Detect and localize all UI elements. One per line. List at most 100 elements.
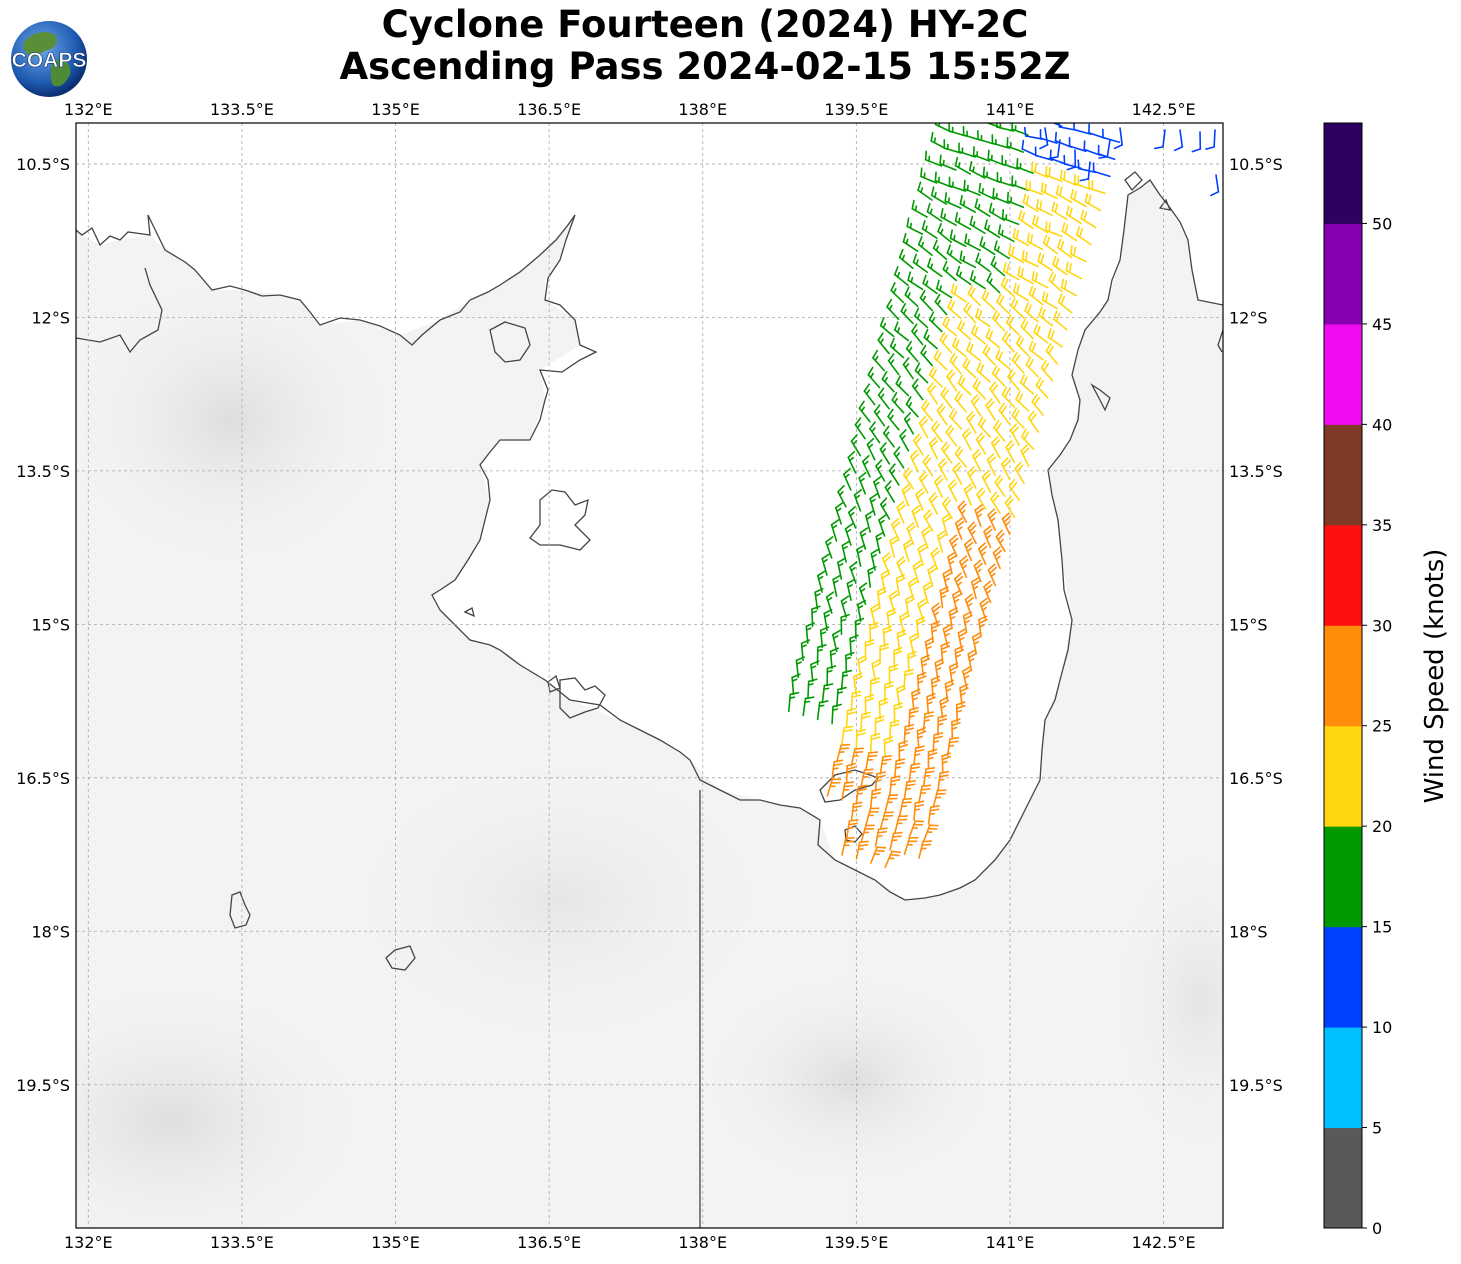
lon-labels-bottom: 132°E 133.5°E 135°E 136.5°E 138°E 139.5°E 141°…	[64, 1233, 1196, 1252]
wind-barb	[854, 417, 866, 440]
wind-barb	[1001, 209, 1020, 226]
wind-barb	[893, 758, 906, 779]
wind-barb	[893, 446, 905, 469]
wind-barb	[986, 453, 996, 476]
wind-barb	[918, 840, 933, 859]
lon-label-bottom: 142.5°E	[1132, 1233, 1196, 1252]
lon-label-top: 138°E	[678, 100, 727, 119]
wind-barb	[873, 404, 886, 427]
wind-barb	[874, 771, 886, 792]
wind-barb	[1036, 198, 1054, 217]
wind-barb	[993, 419, 1006, 442]
wind-barb	[899, 429, 910, 452]
wind-barb	[1000, 276, 1015, 298]
wind-barb	[860, 711, 871, 733]
wind-barb	[1055, 184, 1073, 204]
wind-barb	[974, 198, 991, 218]
wind-barb	[957, 500, 968, 523]
wind-barb	[959, 194, 977, 213]
wind-barb	[814, 587, 824, 610]
wind-barb	[1020, 318, 1035, 340]
wind-barb	[940, 641, 951, 664]
wind-barb	[891, 518, 901, 541]
wind-barb	[975, 308, 991, 328]
wind-barb	[975, 432, 987, 455]
wind-barb	[906, 217, 924, 235]
wind-barb	[1031, 394, 1044, 416]
wind-barb	[870, 603, 880, 627]
wind-barb	[1039, 127, 1049, 150]
wind-barb	[939, 696, 950, 719]
wind-barb	[889, 337, 905, 359]
wind-barb	[997, 224, 1015, 243]
wind-barb	[949, 352, 962, 375]
wind-barb	[962, 357, 977, 379]
wind-barb	[1173, 129, 1184, 152]
wind-barb	[872, 349, 885, 372]
wind-barb	[991, 310, 1006, 332]
wind-barb	[871, 659, 882, 682]
wind-barb	[825, 536, 834, 559]
lon-label-bottom: 139.5°E	[824, 1233, 888, 1252]
wind-barb	[903, 780, 916, 800]
wind-barb	[850, 434, 862, 457]
wind-barb	[1088, 179, 1106, 195]
wind-barb	[971, 324, 986, 345]
wind-barb	[896, 629, 907, 652]
wind-barb	[978, 615, 988, 638]
colorbar-tick-label: 40	[1372, 415, 1392, 434]
wind-barb	[967, 649, 978, 672]
wind-barb	[914, 362, 929, 384]
wind-barb	[969, 270, 986, 290]
wind-barb	[863, 383, 876, 406]
wind-barb	[982, 344, 996, 366]
coaps-logo: COAPS	[11, 21, 87, 97]
wind-barb	[933, 349, 948, 371]
wind-barb	[1102, 128, 1121, 144]
wind-barb	[1014, 461, 1025, 484]
wind-barb	[967, 285, 982, 307]
wind-barb	[875, 459, 886, 482]
colorbar-tick-label: 35	[1372, 516, 1392, 535]
wind-barb	[1009, 423, 1020, 446]
wind-barb	[932, 239, 948, 261]
wind-barb	[1030, 161, 1049, 179]
lon-label-top: 132°E	[64, 100, 113, 119]
wind-barb	[990, 255, 1006, 277]
wind-barb	[843, 467, 852, 491]
wind-barb	[893, 321, 909, 342]
wind-barb	[853, 672, 863, 695]
wind-barb	[948, 607, 959, 630]
wind-barb	[911, 378, 924, 401]
wind-barb	[887, 353, 900, 376]
wind-barb	[963, 301, 977, 324]
wind-barb	[959, 250, 977, 269]
wind-barb	[954, 445, 968, 468]
wind-barb	[963, 179, 981, 196]
colorbar: 0 5 10 15 20 25 30 35 40 45 50	[1323, 122, 1392, 1238]
lat-label-right: 18°S	[1229, 922, 1268, 941]
lat-label-right: 19.5°S	[1229, 1076, 1283, 1095]
wind-barb	[864, 694, 875, 716]
wind-barb	[831, 703, 842, 725]
wind-barb	[905, 340, 919, 363]
wind-barb	[883, 736, 894, 758]
wind-barb	[1098, 139, 1111, 159]
lat-label-right: 16.5°S	[1229, 769, 1283, 788]
wind-barb	[930, 547, 940, 571]
wind-barb	[955, 265, 972, 286]
wind-barb	[840, 725, 854, 746]
wind-barb	[870, 846, 887, 864]
wind-barb	[840, 669, 853, 691]
wind-barb	[877, 332, 890, 355]
colorbar-segment	[1324, 123, 1362, 224]
wind-barb	[1015, 335, 1030, 357]
wind-barb	[1025, 179, 1044, 196]
wind-barb	[893, 266, 909, 287]
wind-barb	[837, 557, 846, 580]
wind-barb	[998, 402, 1011, 425]
wind-barb	[940, 386, 953, 409]
wind-barb	[869, 493, 878, 516]
wind-barb	[1004, 495, 1016, 519]
